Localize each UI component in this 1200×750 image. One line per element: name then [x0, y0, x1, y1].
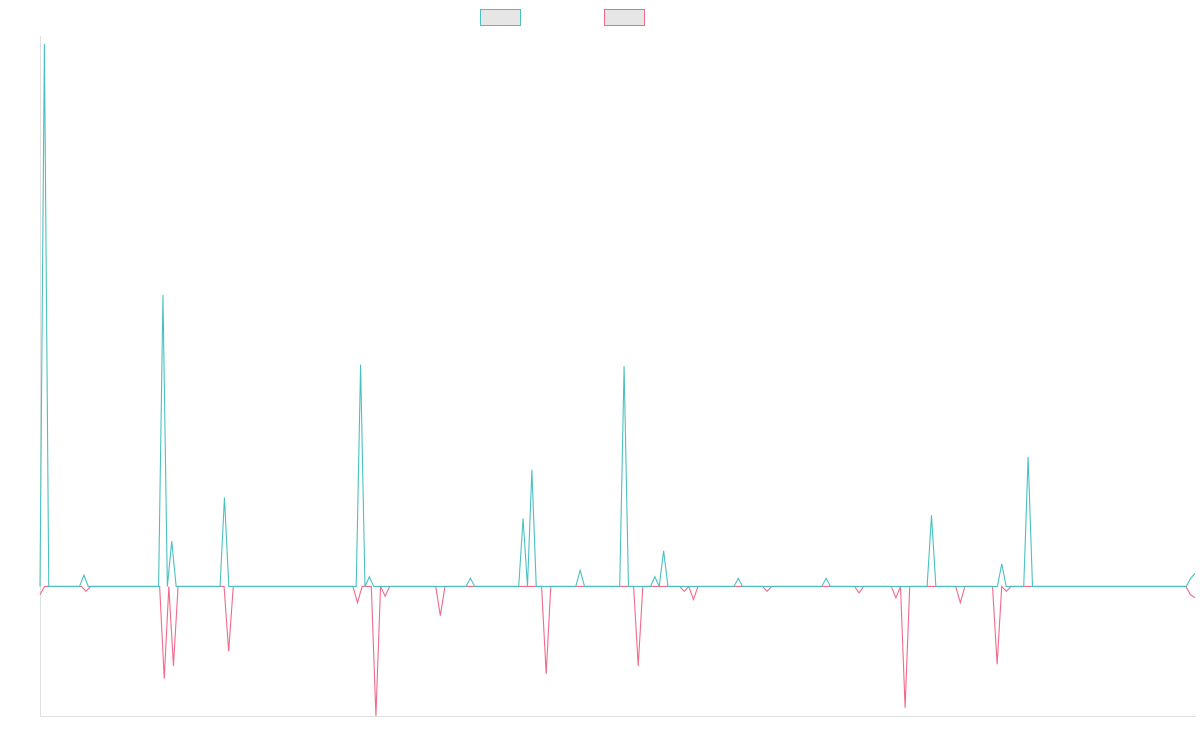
series-line-1 [39, 44, 1196, 589]
legend-swatch-series-1[interactable] [480, 9, 521, 26]
series-line-2 [39, 585, 1196, 717]
plot-area [39, 44, 1196, 717]
axes [40, 36, 1196, 717]
legend [480, 9, 645, 26]
legend-swatch-series-2[interactable] [604, 9, 645, 26]
